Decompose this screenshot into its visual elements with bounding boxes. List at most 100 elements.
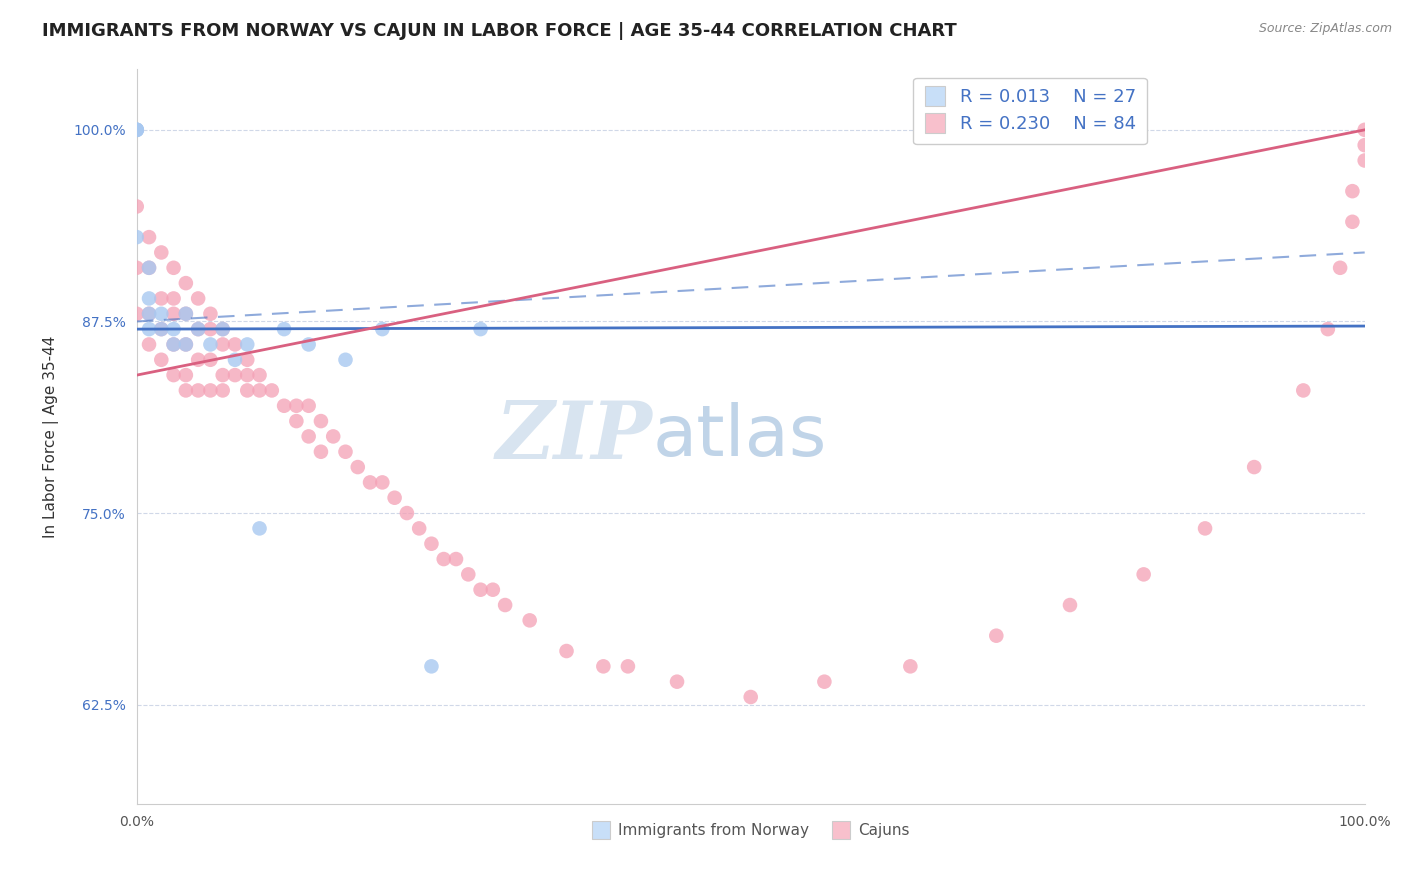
Point [813, 674, 835, 689]
Point [125, 123, 148, 137]
Text: IMMIGRANTS FROM NORWAY VS CAJUN IN LABOR FORCE | AGE 35-44 CORRELATION CHART: IMMIGRANTS FROM NORWAY VS CAJUN IN LABOR… [42, 22, 957, 40]
Point [224, 337, 246, 351]
Point [125, 260, 148, 275]
Point [138, 260, 160, 275]
Point [150, 352, 173, 367]
Point [125, 123, 148, 137]
Point [309, 444, 332, 458]
Point [236, 337, 259, 351]
Point [174, 276, 197, 290]
Point [986, 629, 1008, 643]
Point [285, 414, 308, 428]
Point [150, 307, 173, 321]
Point [470, 582, 492, 597]
Point [1341, 184, 1364, 198]
Point [138, 337, 160, 351]
Point [236, 368, 259, 383]
Legend: Immigrants from Norway, Cajuns: Immigrants from Norway, Cajuns [586, 817, 915, 845]
Point [138, 322, 160, 336]
Point [1059, 598, 1081, 612]
Point [1316, 322, 1339, 336]
Point [335, 444, 357, 458]
Point [494, 598, 516, 612]
Point [174, 337, 197, 351]
Point [592, 659, 614, 673]
Point [162, 260, 184, 275]
Point [162, 337, 184, 351]
Point [125, 199, 148, 213]
Point [125, 123, 148, 137]
Point [346, 460, 368, 475]
Point [236, 352, 259, 367]
Point [371, 322, 394, 336]
Point [211, 384, 233, 398]
Point [260, 384, 283, 398]
Point [898, 659, 921, 673]
Point [174, 384, 197, 398]
Point [200, 322, 222, 336]
Point [433, 552, 456, 566]
Point [457, 567, 479, 582]
Point [187, 292, 209, 306]
Y-axis label: In Labor Force | Age 35-44: In Labor Force | Age 35-44 [44, 335, 59, 538]
Point [211, 322, 233, 336]
Point [138, 307, 160, 321]
Point [309, 414, 332, 428]
Point [236, 384, 259, 398]
Point [1354, 138, 1376, 153]
Point [1341, 215, 1364, 229]
Point [1132, 567, 1154, 582]
Point [322, 429, 344, 443]
Point [200, 384, 222, 398]
Point [395, 506, 418, 520]
Point [187, 384, 209, 398]
Point [125, 230, 148, 244]
Point [150, 322, 173, 336]
Point [249, 368, 271, 383]
Point [200, 352, 222, 367]
Point [211, 322, 233, 336]
Point [335, 352, 357, 367]
Point [298, 429, 321, 443]
Point [200, 307, 222, 321]
Point [150, 322, 173, 336]
Point [150, 292, 173, 306]
Point [125, 123, 148, 137]
Point [420, 659, 443, 673]
Point [224, 352, 246, 367]
Point [187, 322, 209, 336]
Point [162, 322, 184, 336]
Point [150, 245, 173, 260]
Point [249, 384, 271, 398]
Point [162, 292, 184, 306]
Point [359, 475, 381, 490]
Point [470, 322, 492, 336]
Point [408, 521, 430, 535]
Point [298, 337, 321, 351]
Point [174, 368, 197, 383]
Point [174, 337, 197, 351]
Point [224, 368, 246, 383]
Point [138, 230, 160, 244]
Point [174, 307, 197, 321]
Text: Source: ZipAtlas.com: Source: ZipAtlas.com [1258, 22, 1392, 36]
Point [298, 399, 321, 413]
Point [285, 399, 308, 413]
Point [162, 337, 184, 351]
Point [1194, 521, 1216, 535]
Point [273, 322, 295, 336]
Point [211, 368, 233, 383]
Point [1354, 123, 1376, 137]
Point [420, 537, 443, 551]
Point [249, 521, 271, 535]
Point [138, 260, 160, 275]
Point [519, 613, 541, 627]
Point [740, 690, 762, 704]
Point [371, 475, 394, 490]
Point [1243, 460, 1265, 475]
Point [162, 368, 184, 383]
Point [1292, 384, 1315, 398]
Point [555, 644, 578, 658]
Point [1329, 260, 1351, 275]
Point [666, 674, 689, 689]
